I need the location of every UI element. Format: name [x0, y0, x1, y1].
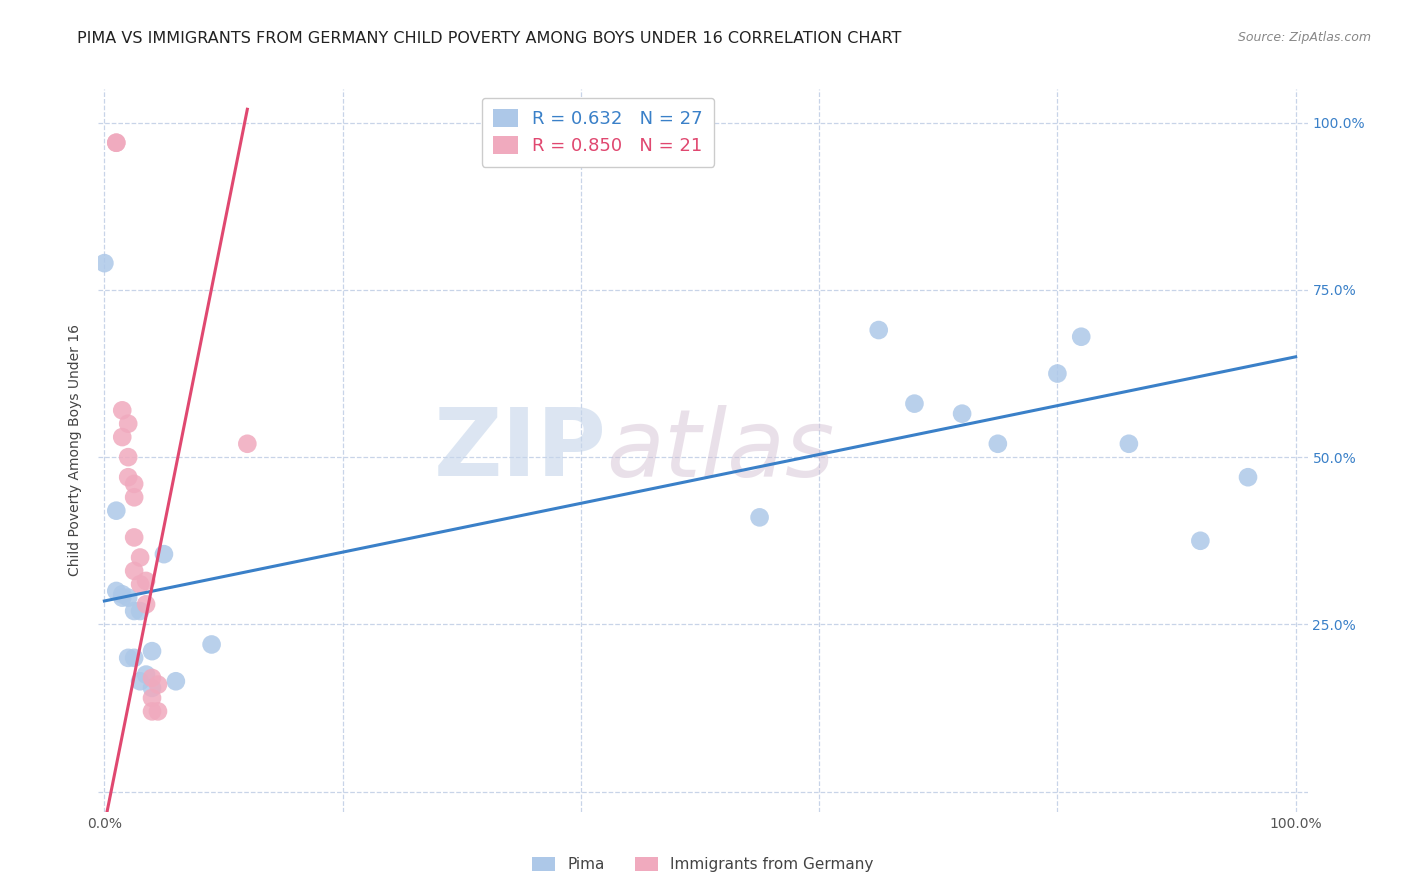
Point: [135, 598, 157, 612]
Y-axis label: Child Poverty Among Boys Under 16: Child Poverty Among Boys Under 16: [69, 325, 83, 576]
Point: [141, 671, 163, 685]
Point: [129, 577, 152, 591]
Point: [117, 470, 139, 484]
Point: [117, 417, 139, 431]
Point: [200, 637, 222, 651]
Point: [141, 681, 163, 695]
Point: [165, 674, 187, 689]
Point: [129, 604, 152, 618]
Point: [903, 396, 925, 410]
Point: [141, 644, 163, 658]
Point: [93, 256, 115, 270]
Point: [153, 547, 176, 561]
Point: [105, 584, 128, 599]
Point: [1189, 533, 1212, 548]
Point: [122, 491, 145, 505]
Point: [135, 667, 157, 681]
Text: ZIP: ZIP: [433, 404, 606, 497]
Point: [146, 678, 169, 692]
Point: [129, 674, 152, 689]
Point: [1070, 330, 1092, 344]
Text: PIMA VS IMMIGRANTS FROM GERMANY CHILD POVERTY AMONG BOYS UNDER 16 CORRELATION CH: PIMA VS IMMIGRANTS FROM GERMANY CHILD PO…: [77, 31, 901, 46]
Point: [950, 407, 973, 421]
Point: [111, 430, 134, 444]
Point: [122, 651, 145, 665]
Point: [129, 550, 152, 565]
Point: [1118, 437, 1140, 451]
Point: [117, 651, 139, 665]
Point: [141, 705, 163, 719]
Text: Source: ZipAtlas.com: Source: ZipAtlas.com: [1237, 31, 1371, 45]
Point: [111, 591, 134, 605]
Point: [105, 136, 128, 150]
Point: [236, 437, 259, 451]
Point: [141, 690, 163, 705]
Point: [122, 530, 145, 544]
Point: [111, 587, 134, 601]
Point: [1046, 367, 1069, 381]
Legend: Pima, Immigrants from Germany: Pima, Immigrants from Germany: [524, 849, 882, 880]
Point: [1237, 470, 1260, 484]
Point: [105, 503, 128, 517]
Text: atlas: atlas: [606, 405, 835, 496]
Point: [146, 705, 169, 719]
Point: [122, 564, 145, 578]
Point: [748, 510, 770, 524]
Point: [987, 437, 1010, 451]
Legend: R = 0.632   N = 27, R = 0.850   N = 21: R = 0.632 N = 27, R = 0.850 N = 21: [482, 97, 714, 167]
Point: [122, 476, 145, 491]
Point: [122, 604, 145, 618]
Point: [111, 403, 134, 417]
Point: [135, 574, 157, 588]
Point: [117, 450, 139, 465]
Point: [117, 591, 139, 605]
Point: [868, 323, 890, 337]
Point: [105, 136, 128, 150]
